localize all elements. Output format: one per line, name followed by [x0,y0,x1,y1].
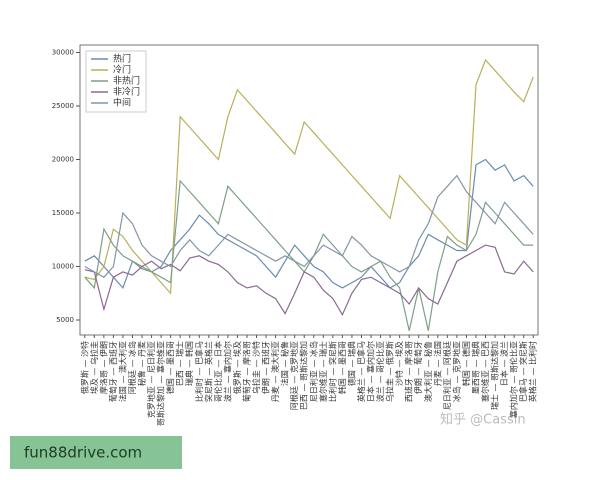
y-tick-label: 10000 [52,263,74,271]
x-tick-label: 乌拉圭 — 沙特 [251,341,261,394]
x-tick-label: 丹麦 — 法国 [432,341,442,386]
x-tick-label: 法国 — 澳大利亚 [117,341,127,402]
y-tick-label: 30000 [52,48,74,56]
x-tick-label: 塞内加尔 — 哥伦比亚 [509,341,519,418]
x-tick-label: 塞尔维亚 — 瑞士 [318,341,328,402]
x-tick-label: 德国 — 瑞典 [346,341,356,386]
y-tick-label: 15000 [52,209,74,217]
x-tick-label: 埃及 — 乌拉圭 [89,341,99,394]
series-line [84,179,534,331]
x-tick-label: 比利时 — 突尼斯 [327,341,337,402]
series-line [84,174,534,278]
x-tick-label: 摩洛哥 — 伊朗 [98,341,108,394]
banner-text: fun88drive.com [24,444,142,462]
y-tick-label: 5000 [56,316,74,324]
x-tick-label: 波兰 — 塞内加尔 [222,341,232,402]
legend-label: 热门 [113,53,131,65]
x-tick-label: 瑞典 — 韩国 [184,341,194,386]
x-tick-label: 阿根廷 — 冰岛 [127,341,137,394]
y-tick-label: 20000 [52,156,74,164]
x-tick-label: 尼日利亚 — 冰岛 [308,341,318,402]
x-tick-label: 波兰 — 哥伦比亚 [375,341,385,402]
series-line [84,244,534,317]
x-tick-label: 哥伦比亚 — 日本 [213,341,223,402]
x-tick-label: 英格兰 — 巴拿马 [356,341,366,402]
legend-label: 冷门 [113,64,131,76]
legend-label: 非冷门 [113,86,140,98]
x-tick-label: 葡萄牙 — 摩洛哥 [241,341,251,402]
x-tick-label: 突尼斯 — 英格兰 [203,341,213,402]
x-tick-label: 比利时 — 巴拿马 [194,341,204,402]
x-tick-label: 伊朗 — 西班牙 [261,341,271,394]
x-tick-label: 伊朗 — 葡萄牙 [413,341,423,394]
banner [10,436,182,469]
x-tick-label: 德国 — 墨西哥 [165,341,175,394]
x-tick-label: 巴西 — 哥斯达黎加 [299,341,309,410]
x-tick-label: 乌拉圭 — 俄罗斯 [385,341,395,402]
x-tick-label: 丹麦 — 澳大利亚 [270,341,280,402]
x-tick-label: 澳大利亚 — 秘鲁 [423,341,433,402]
x-tick-label: 葡萄牙 — 西班牙 [108,341,118,402]
x-tick-label: 日本 — 波兰 [499,341,509,386]
legend-label: 非热门 [113,75,140,87]
x-tick-label: 西班牙 — 摩洛哥 [404,341,414,402]
x-tick-label: 俄罗斯 — 沙特 [79,341,89,394]
x-tick-label: 秘鲁 — 丹麦 [137,341,147,386]
x-tick-label: 阿根廷 — 克罗地亚 [289,341,299,410]
x-tick-label: 哥斯达黎加 — 塞尔维亚 [156,341,166,426]
x-tick-label: 韩国 — 德国 [461,341,471,386]
x-tick-label: 瑞士 — 哥斯达黎加 [490,341,500,410]
x-tick-label: 俄罗斯 — 埃及 [232,341,242,394]
x-tick-label: 韩国 — 墨西哥 [337,341,347,394]
y-tick-label: 25000 [52,102,74,110]
x-tick-label: 英格兰 — 比利时 [528,341,538,402]
series-line [84,58,534,295]
x-tick-label: 沙特 — 埃及 [394,341,404,386]
x-tick-label: 尼日利亚 — 阿根廷 [442,341,452,410]
x-tick-label: 巴西 — 瑞士 [175,341,185,386]
series-line [84,158,534,290]
x-tick-label: 巴拿马 — 突尼斯 [518,341,528,402]
x-tick-label: 日本 — 塞内加尔 [366,341,376,402]
x-tick-label: 墨西哥 — 瑞典 [470,341,480,394]
x-tick-label: 克罗地亚 — 尼日利亚 [146,341,156,418]
x-tick-label: 法国 — 秘鲁 [280,341,290,386]
x-tick-label: 冰岛 — 克罗地亚 [451,341,461,402]
plot-frame [79,44,539,336]
x-tick-label: 塞尔维亚 — 巴西 [480,341,490,402]
watermark: 知乎 @Cassin [440,412,526,428]
legend-label: 中间 [113,97,131,109]
